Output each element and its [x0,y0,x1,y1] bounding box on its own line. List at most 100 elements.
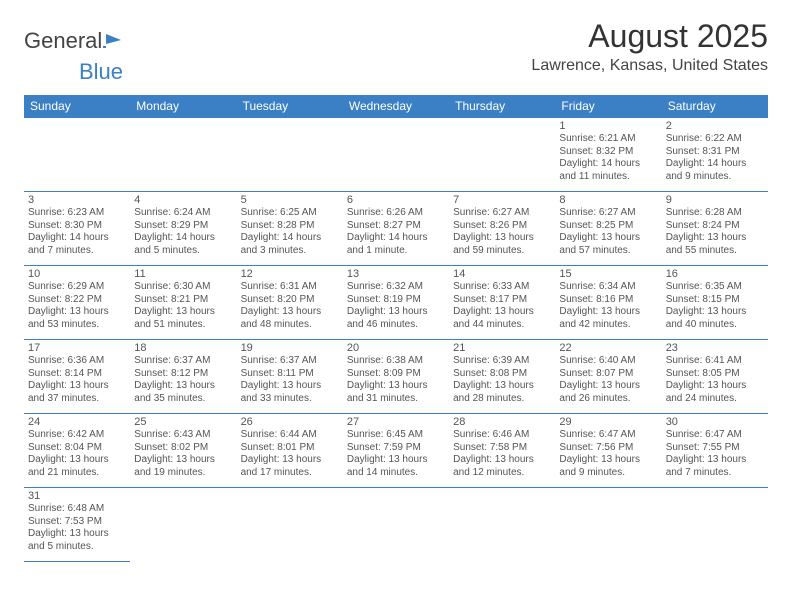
day-number: 6 [347,194,445,206]
calendar-row: 3Sunrise: 6:23 AMSunset: 8:30 PMDaylight… [24,192,768,266]
day-cell: 31Sunrise: 6:48 AMSunset: 7:53 PMDayligh… [24,488,130,562]
day-number: 5 [241,194,339,206]
day-info: Sunrise: 6:32 AMSunset: 8:19 PMDaylight:… [347,281,445,331]
month-title: August 2025 [531,18,768,55]
day-cell: 23Sunrise: 6:41 AMSunset: 8:05 PMDayligh… [662,340,768,414]
day-cell: 5Sunrise: 6:25 AMSunset: 8:28 PMDaylight… [237,192,343,266]
logo-text-blue: Blue [79,59,123,84]
day-cell: 14Sunrise: 6:33 AMSunset: 8:17 PMDayligh… [449,266,555,340]
day-cell: 4Sunrise: 6:24 AMSunset: 8:29 PMDaylight… [130,192,236,266]
empty-cell [555,488,661,562]
day-info: Sunrise: 6:47 AMSunset: 7:55 PMDaylight:… [666,429,764,479]
day-info: Sunrise: 6:48 AMSunset: 7:53 PMDaylight:… [28,503,126,553]
day-info: Sunrise: 6:42 AMSunset: 8:04 PMDaylight:… [28,429,126,479]
weekday-thursday: Thursday [449,95,555,118]
day-info: Sunrise: 6:22 AMSunset: 8:31 PMDaylight:… [666,133,764,183]
day-info: Sunrise: 6:26 AMSunset: 8:27 PMDaylight:… [347,207,445,257]
day-info: Sunrise: 6:37 AMSunset: 8:11 PMDaylight:… [241,355,339,405]
empty-cell [130,488,236,562]
day-number: 7 [453,194,551,206]
day-number: 25 [134,416,232,428]
day-info: Sunrise: 6:44 AMSunset: 8:01 PMDaylight:… [241,429,339,479]
day-info: Sunrise: 6:33 AMSunset: 8:17 PMDaylight:… [453,281,551,331]
weekday-header-row: SundayMondayTuesdayWednesdayThursdayFrid… [24,95,768,118]
day-info: Sunrise: 6:38 AMSunset: 8:09 PMDaylight:… [347,355,445,405]
day-number: 21 [453,342,551,354]
day-cell: 27Sunrise: 6:45 AMSunset: 7:59 PMDayligh… [343,414,449,488]
empty-cell [237,118,343,192]
day-cell: 28Sunrise: 6:46 AMSunset: 7:58 PMDayligh… [449,414,555,488]
day-info: Sunrise: 6:21 AMSunset: 8:32 PMDaylight:… [559,133,657,183]
day-number: 15 [559,268,657,280]
day-cell: 3Sunrise: 6:23 AMSunset: 8:30 PMDaylight… [24,192,130,266]
day-info: Sunrise: 6:30 AMSunset: 8:21 PMDaylight:… [134,281,232,331]
day-info: Sunrise: 6:41 AMSunset: 8:05 PMDaylight:… [666,355,764,405]
day-info: Sunrise: 6:46 AMSunset: 7:58 PMDaylight:… [453,429,551,479]
day-number: 11 [134,268,232,280]
day-cell: 29Sunrise: 6:47 AMSunset: 7:56 PMDayligh… [555,414,661,488]
calendar-row: 31Sunrise: 6:48 AMSunset: 7:53 PMDayligh… [24,488,768,562]
weekday-saturday: Saturday [662,95,768,118]
calendar-row: 1Sunrise: 6:21 AMSunset: 8:32 PMDaylight… [24,118,768,192]
day-info: Sunrise: 6:37 AMSunset: 8:12 PMDaylight:… [134,355,232,405]
empty-cell [343,118,449,192]
day-cell: 8Sunrise: 6:27 AMSunset: 8:25 PMDaylight… [555,192,661,266]
day-cell: 9Sunrise: 6:28 AMSunset: 8:24 PMDaylight… [662,192,768,266]
day-number: 10 [28,268,126,280]
day-cell: 19Sunrise: 6:37 AMSunset: 8:11 PMDayligh… [237,340,343,414]
day-number: 28 [453,416,551,428]
day-number: 23 [666,342,764,354]
logo: General [24,28,122,54]
calendar-row: 10Sunrise: 6:29 AMSunset: 8:22 PMDayligh… [24,266,768,340]
day-info: Sunrise: 6:23 AMSunset: 8:30 PMDaylight:… [28,207,126,257]
day-number: 26 [241,416,339,428]
weekday-wednesday: Wednesday [343,95,449,118]
day-info: Sunrise: 6:24 AMSunset: 8:29 PMDaylight:… [134,207,232,257]
day-number: 14 [453,268,551,280]
day-cell: 13Sunrise: 6:32 AMSunset: 8:19 PMDayligh… [343,266,449,340]
day-number: 13 [347,268,445,280]
day-number: 18 [134,342,232,354]
day-info: Sunrise: 6:39 AMSunset: 8:08 PMDaylight:… [453,355,551,405]
day-info: Sunrise: 6:27 AMSunset: 8:26 PMDaylight:… [453,207,551,257]
logo-text-general: General [24,28,102,54]
weekday-sunday: Sunday [24,95,130,118]
empty-cell [449,488,555,562]
day-info: Sunrise: 6:25 AMSunset: 8:28 PMDaylight:… [241,207,339,257]
day-cell: 24Sunrise: 6:42 AMSunset: 8:04 PMDayligh… [24,414,130,488]
day-number: 31 [28,490,126,502]
day-cell: 25Sunrise: 6:43 AMSunset: 8:02 PMDayligh… [130,414,236,488]
calendar-row: 24Sunrise: 6:42 AMSunset: 8:04 PMDayligh… [24,414,768,488]
day-cell: 15Sunrise: 6:34 AMSunset: 8:16 PMDayligh… [555,266,661,340]
day-cell: 18Sunrise: 6:37 AMSunset: 8:12 PMDayligh… [130,340,236,414]
day-cell: 7Sunrise: 6:27 AMSunset: 8:26 PMDaylight… [449,192,555,266]
empty-cell [237,488,343,562]
day-number: 9 [666,194,764,206]
day-info: Sunrise: 6:31 AMSunset: 8:20 PMDaylight:… [241,281,339,331]
day-cell: 11Sunrise: 6:30 AMSunset: 8:21 PMDayligh… [130,266,236,340]
day-info: Sunrise: 6:45 AMSunset: 7:59 PMDaylight:… [347,429,445,479]
day-info: Sunrise: 6:27 AMSunset: 8:25 PMDaylight:… [559,207,657,257]
day-info: Sunrise: 6:35 AMSunset: 8:15 PMDaylight:… [666,281,764,331]
day-cell: 26Sunrise: 6:44 AMSunset: 8:01 PMDayligh… [237,414,343,488]
day-cell: 6Sunrise: 6:26 AMSunset: 8:27 PMDaylight… [343,192,449,266]
day-cell: 16Sunrise: 6:35 AMSunset: 8:15 PMDayligh… [662,266,768,340]
day-cell: 10Sunrise: 6:29 AMSunset: 8:22 PMDayligh… [24,266,130,340]
day-info: Sunrise: 6:29 AMSunset: 8:22 PMDaylight:… [28,281,126,331]
day-number: 3 [28,194,126,206]
day-cell: 2Sunrise: 6:22 AMSunset: 8:31 PMDaylight… [662,118,768,192]
day-cell: 21Sunrise: 6:39 AMSunset: 8:08 PMDayligh… [449,340,555,414]
location: Lawrence, Kansas, United States [531,57,768,75]
empty-cell [343,488,449,562]
day-number: 22 [559,342,657,354]
day-info: Sunrise: 6:34 AMSunset: 8:16 PMDaylight:… [559,281,657,331]
day-info: Sunrise: 6:28 AMSunset: 8:24 PMDaylight:… [666,207,764,257]
day-number: 24 [28,416,126,428]
calendar-table: SundayMondayTuesdayWednesdayThursdayFrid… [24,95,768,562]
weekday-monday: Monday [130,95,236,118]
day-number: 19 [241,342,339,354]
day-number: 20 [347,342,445,354]
empty-cell [662,488,768,562]
day-number: 2 [666,120,764,132]
day-cell: 30Sunrise: 6:47 AMSunset: 7:55 PMDayligh… [662,414,768,488]
